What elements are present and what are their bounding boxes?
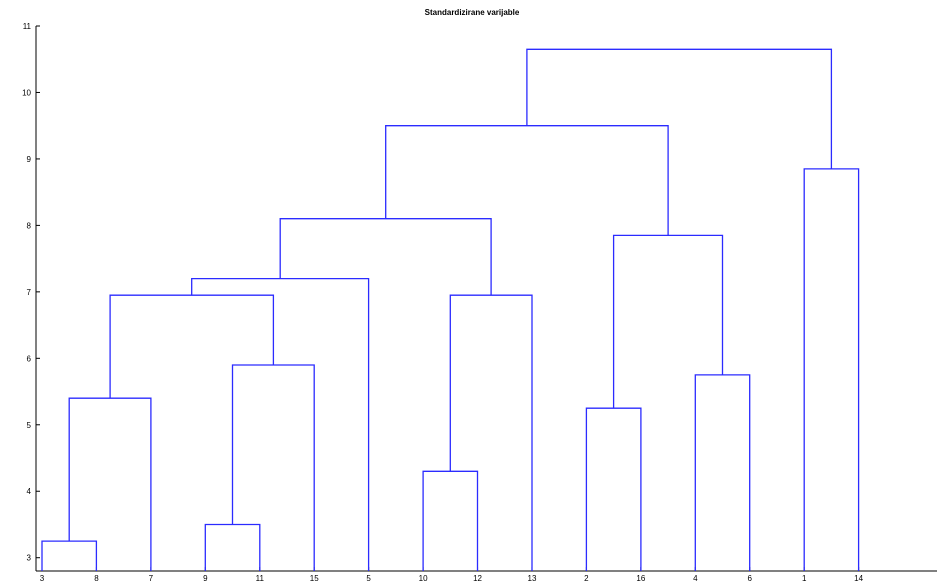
dendrogram-link: [279, 218, 492, 296]
leaf-label: 16: [636, 574, 645, 583]
y-tick-label: 5: [27, 421, 32, 430]
leaf-label: 8: [94, 574, 99, 583]
y-tick-label: 8: [27, 221, 32, 230]
dendrogram-link: [191, 277, 370, 571]
leaf-label: 10: [419, 574, 428, 583]
leaf-label: 9: [203, 574, 208, 583]
dendrogram-link: [612, 234, 724, 409]
axes: 3 4 5 6 7 8 9 10 11 3 8 7 9 11 15 5 10 12 13 2 16 4 6 1 14: [22, 22, 937, 583]
dendrogram-links: [41, 48, 860, 571]
dendrogram-link: [68, 397, 152, 571]
leaf-label: 6: [748, 574, 753, 583]
leaf-label: 14: [854, 574, 863, 583]
leaf-label: 3: [40, 574, 45, 583]
dendrogram-link: [109, 294, 275, 399]
dendrogram-link: [585, 407, 642, 571]
dendrogram-link: [41, 540, 98, 571]
leaf-label: 12: [473, 574, 482, 583]
leaf-label: 1: [802, 574, 807, 583]
y-tick-label: 4: [27, 487, 32, 496]
dendrogram-link: [231, 364, 315, 571]
y-tick-label: 3: [27, 554, 32, 563]
leaf-label: 11: [256, 574, 265, 583]
dendrogram-link: [204, 523, 261, 571]
y-tick-label: 11: [23, 22, 32, 31]
leaf-label: 2: [584, 574, 589, 583]
leaf-label: 4: [693, 574, 698, 583]
dendrogram-link: [449, 294, 533, 571]
dendrogram-link: [422, 470, 479, 571]
y-tick-label: 9: [27, 155, 32, 164]
leaf-label: 13: [528, 574, 537, 583]
y-tick-label: 10: [22, 88, 31, 97]
dendrogram-link: [526, 48, 833, 169]
leaf-label: 5: [366, 574, 371, 583]
y-tick-label: 7: [27, 288, 32, 297]
chart-title: Standardizirane varijable: [424, 8, 520, 17]
y-tick-label: 6: [27, 354, 32, 363]
dendrogram-link: [694, 374, 751, 571]
leaf-label: 7: [149, 574, 154, 583]
leaf-label: 15: [310, 574, 319, 583]
dendrogram-link: [803, 168, 860, 571]
